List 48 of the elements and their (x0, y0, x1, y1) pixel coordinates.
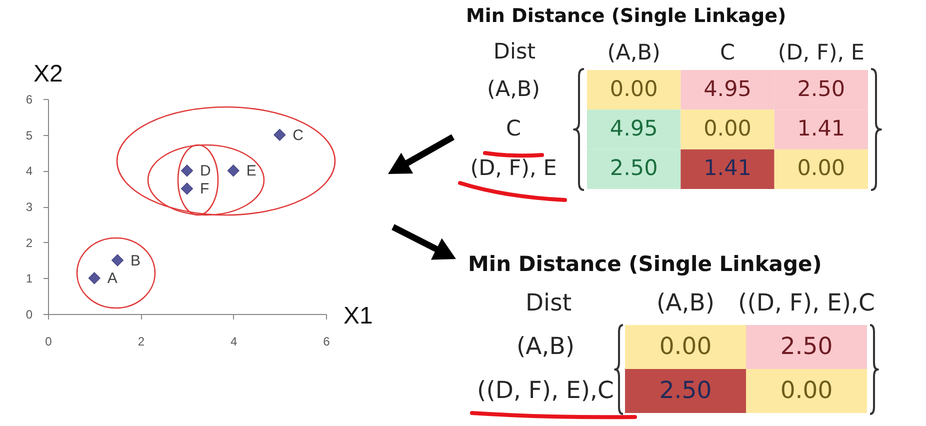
x-tick-label: (A,B) (607, 40, 660, 66)
data-label: 2.50 (780, 332, 833, 360)
data-label: 1.41 (704, 156, 752, 182)
point (181, 182, 193, 195)
point (274, 128, 286, 141)
text: Dist (525, 288, 572, 316)
data-label: 0.00 (610, 76, 658, 102)
annotation: E (246, 162, 256, 180)
point (88, 272, 100, 284)
y-axis-title: X2 (34, 60, 63, 88)
y-tick-label: ((D, F), E),C (477, 376, 614, 404)
point (227, 164, 240, 177)
annotation: B (130, 252, 141, 270)
data-label: 4.95 (704, 76, 752, 102)
y-tick-label: 3 (26, 200, 33, 214)
y-tick-label: 1 (26, 272, 33, 286)
y-tick-label: C (506, 116, 522, 142)
data-label: 0.00 (659, 332, 712, 360)
y-tick-label: (D, F), E (470, 156, 557, 182)
data-label: 1.41 (797, 116, 846, 142)
x-tick-label: 4 (230, 334, 238, 348)
chart-title: Min Distance (Single Linkage) (468, 252, 822, 276)
point (181, 164, 193, 177)
data-label: 0.00 (780, 376, 833, 404)
data-label: 4.95 (610, 116, 658, 142)
y-tick-label: (A,B) (486, 76, 540, 102)
x-tick-label: 0 (45, 334, 52, 348)
annotation: A (107, 270, 118, 288)
annotation: C (292, 126, 304, 144)
y-tick-label: 6 (26, 92, 33, 106)
data-label: 0.00 (797, 156, 846, 182)
x-tick-label: C (720, 40, 736, 66)
x-tick-label: (D, F), E (778, 40, 864, 66)
annotation: F (200, 180, 210, 198)
y-tick-label: 5 (26, 128, 33, 142)
x-tick-label: 2 (138, 334, 145, 348)
text: Dist (493, 40, 536, 64)
chart-title: Min Distance (Single Linkage) (466, 5, 786, 27)
point (112, 254, 124, 266)
x-tick-label: 6 (323, 334, 330, 348)
data-label: 2.50 (797, 76, 846, 102)
x-axis-title: X1 (344, 302, 373, 330)
data-label: 2.50 (610, 156, 658, 182)
y-tick-label: 2 (26, 236, 33, 250)
data-label: 0.00 (704, 116, 752, 142)
annotation: D (200, 162, 211, 180)
y-tick-label: 4 (26, 164, 33, 178)
data-label: 2.50 (659, 376, 712, 404)
